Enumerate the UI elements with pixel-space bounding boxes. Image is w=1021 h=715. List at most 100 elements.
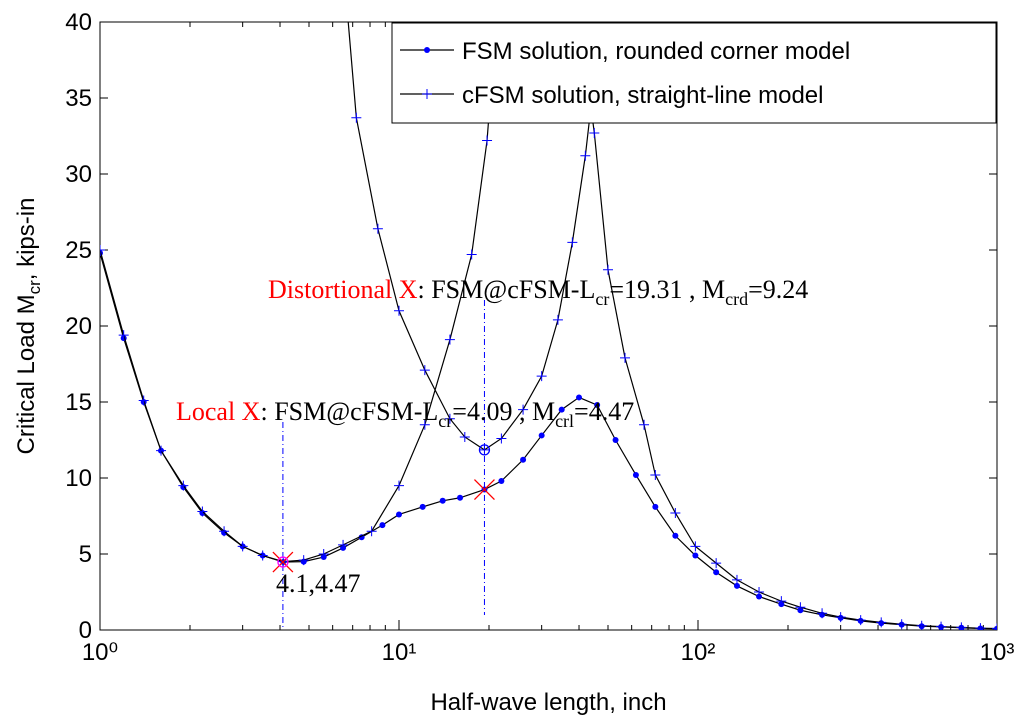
y-tick-label: 25 [65, 237, 92, 264]
y-axis-label-part: cr [25, 280, 44, 295]
crossing-marker [473, 479, 495, 501]
point-marker [482, 135, 493, 146]
point-marker [602, 264, 613, 275]
annotation-part: : FSM@cFSM-L [418, 275, 596, 304]
point-marker [394, 305, 404, 316]
x-tick-label: 10¹ [382, 639, 417, 666]
y-tick-label: 0 [79, 617, 92, 644]
x-axis-label: Half-wave length, inch [430, 689, 666, 715]
annotation-part: =9.24 [748, 275, 808, 304]
point-marker [754, 587, 765, 597]
y-axis-label-part: , kips-in [13, 198, 40, 281]
point-marker [711, 558, 722, 569]
point-marker [690, 541, 701, 552]
point-marker [733, 582, 740, 589]
point-marker [457, 494, 464, 501]
x-tick-label: 10⁰ [82, 639, 118, 666]
y-tick-label: 35 [65, 85, 92, 112]
annotation-part: crl [555, 411, 574, 431]
point-marker [876, 617, 887, 628]
point-marker [620, 352, 631, 363]
legend-box [391, 22, 997, 124]
point-marker [444, 334, 455, 345]
annotation-part: cr [438, 411, 452, 431]
y-axis-label: Critical Load Mcr, kips-in [13, 198, 44, 455]
annotation: Local X: FSM@cFSM-Lcr=4.09 , Mcrl=4.47 [176, 397, 634, 431]
x-tick-label: 10³ [980, 639, 1015, 666]
y-tick-label: 15 [65, 389, 92, 416]
point-marker [318, 549, 329, 559]
point-marker [731, 574, 742, 585]
y-axis-label-part: Critical Load M [13, 294, 40, 454]
point-marker [650, 469, 661, 480]
annotation: Distortional X: FSM@cFSM-Lcr=19.31 , Mcr… [268, 275, 808, 309]
y-tick-label: 20 [65, 313, 92, 340]
point-marker [536, 371, 547, 382]
legend-label: cFSM solution, straight-line model [462, 82, 823, 109]
point-marker [567, 237, 578, 248]
legend-marker [422, 89, 432, 99]
annotation-part: crd [725, 289, 748, 309]
point-marker [298, 555, 309, 566]
point-marker [237, 541, 248, 552]
point-marker [138, 395, 149, 406]
point-marker [394, 480, 404, 491]
point-marker [713, 569, 720, 576]
point-marker [439, 497, 446, 504]
point-marker [558, 406, 565, 413]
point-marker [366, 526, 377, 537]
point-marker [855, 615, 866, 626]
x-tick-label: 10² [681, 639, 716, 666]
point-marker [538, 432, 545, 439]
point-marker [776, 596, 787, 607]
point-marker [795, 602, 806, 613]
circle-marker [478, 444, 491, 456]
point-marker [817, 608, 828, 619]
y-tick-label: 40 [65, 9, 92, 36]
point-marker [419, 365, 430, 376]
point-marker [580, 150, 591, 161]
point-marker [518, 404, 529, 415]
legend-label: FSM solution, rounded corner model [462, 38, 850, 65]
point-marker [444, 413, 455, 424]
y-tick-label: 10 [65, 465, 92, 492]
annotation-part: =19.31 , M [609, 275, 725, 304]
annotation-label: Distortional X [268, 275, 418, 304]
point-marker [419, 503, 426, 510]
y-tick-label: 30 [65, 161, 92, 188]
point-marker [257, 550, 268, 561]
point-marker [916, 620, 927, 630]
series-line [100, 252, 997, 630]
point-marker [835, 612, 846, 623]
point-marker [956, 622, 967, 630]
annotation-part: =4.47 [574, 397, 634, 426]
point-marker [197, 506, 208, 517]
crossing-marker [272, 551, 294, 573]
point-marker [118, 330, 129, 341]
point-marker [379, 522, 386, 529]
plot-area [100, 9, 997, 630]
point-marker [589, 127, 600, 138]
point-marker [396, 511, 402, 518]
point-marker [574, 9, 584, 19]
point-marker [692, 552, 699, 559]
point-marker [372, 223, 383, 234]
annotation-part: =4.09 , M [452, 397, 555, 426]
point-marker [639, 419, 650, 430]
y-tick-label: 5 [79, 541, 92, 568]
point-marker [670, 507, 681, 518]
point-marker [672, 532, 679, 539]
circle-marker [277, 556, 289, 568]
point-marker [975, 623, 986, 630]
legend-marker [424, 47, 430, 53]
point-marker [652, 503, 659, 510]
point-marker [351, 112, 362, 123]
point-marker [178, 480, 189, 491]
point-marker [496, 433, 507, 444]
point-marker [338, 539, 349, 550]
point-marker [632, 471, 639, 478]
point-marker [459, 431, 470, 442]
point-marker [612, 437, 619, 443]
annotation-label: Local X [176, 397, 261, 426]
